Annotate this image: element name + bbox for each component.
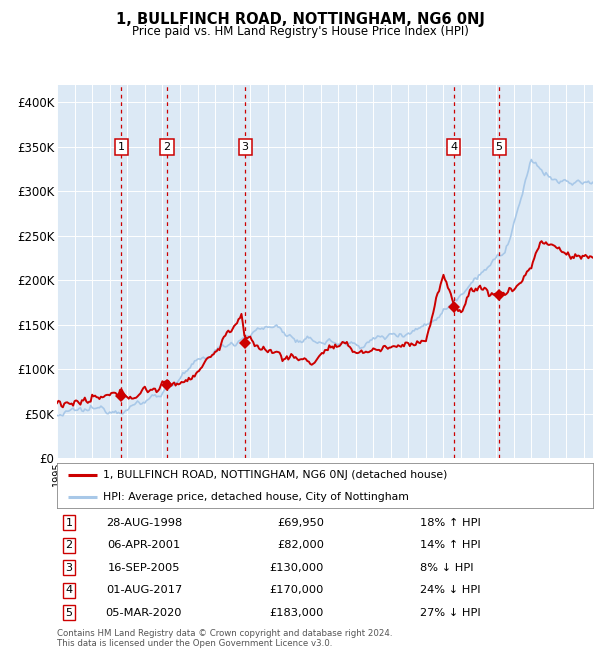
Text: £82,000: £82,000 [277,540,324,551]
Text: 24% ↓ HPI: 24% ↓ HPI [420,585,481,595]
Text: 4: 4 [65,585,73,595]
Text: 1, BULLFINCH ROAD, NOTTINGHAM, NG6 0NJ: 1, BULLFINCH ROAD, NOTTINGHAM, NG6 0NJ [116,12,484,27]
Text: £170,000: £170,000 [269,585,324,595]
Text: £183,000: £183,000 [269,608,324,617]
Text: 4: 4 [450,142,457,152]
Text: 2: 2 [163,142,170,152]
Text: Price paid vs. HM Land Registry's House Price Index (HPI): Price paid vs. HM Land Registry's House … [131,25,469,38]
Text: 14% ↑ HPI: 14% ↑ HPI [420,540,481,551]
Text: Contains HM Land Registry data © Crown copyright and database right 2024.
This d: Contains HM Land Registry data © Crown c… [57,629,392,648]
Text: 18% ↑ HPI: 18% ↑ HPI [420,518,481,528]
Text: 8% ↓ HPI: 8% ↓ HPI [420,563,473,573]
Text: HPI: Average price, detached house, City of Nottingham: HPI: Average price, detached house, City… [103,492,409,502]
Text: 05-MAR-2020: 05-MAR-2020 [106,608,182,617]
Text: 06-APR-2001: 06-APR-2001 [107,540,181,551]
Text: 3: 3 [242,142,248,152]
Text: 1, BULLFINCH ROAD, NOTTINGHAM, NG6 0NJ (detached house): 1, BULLFINCH ROAD, NOTTINGHAM, NG6 0NJ (… [103,470,447,480]
Text: 3: 3 [65,563,73,573]
Text: 27% ↓ HPI: 27% ↓ HPI [420,608,481,617]
Text: 28-AUG-1998: 28-AUG-1998 [106,518,182,528]
Text: 1: 1 [118,142,125,152]
Text: 1: 1 [65,518,73,528]
Text: 01-AUG-2017: 01-AUG-2017 [106,585,182,595]
Text: £69,950: £69,950 [277,518,324,528]
Text: 16-SEP-2005: 16-SEP-2005 [108,563,180,573]
Text: 2: 2 [65,540,73,551]
Text: 5: 5 [65,608,73,617]
Text: £130,000: £130,000 [269,563,324,573]
Text: 5: 5 [496,142,503,152]
